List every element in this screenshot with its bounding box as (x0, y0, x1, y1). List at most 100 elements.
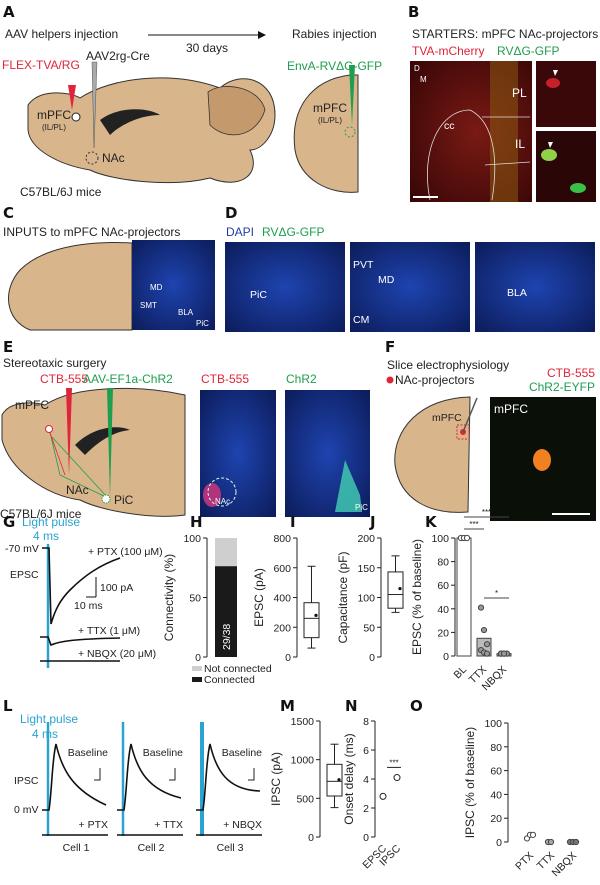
panel-label-d: D (225, 204, 237, 222)
y-tick-label: 6 (363, 745, 369, 757)
chr2-image-label: ChR2 (286, 372, 317, 386)
legend-swatch-connected (192, 677, 202, 682)
f-ctb-label: CTB-555 (547, 366, 595, 380)
panel-b: B STARTERS: mPFC NAc-projectors TVA-mChe… (408, 3, 598, 202)
y-tick-label: 200 (273, 622, 291, 634)
significance-label: *** (482, 508, 491, 517)
panel-c: C INPUTS to mPFC NAc-projectors MD SMT B… (3, 204, 215, 331)
red-dot-icon (386, 376, 394, 384)
panel-label-g: G (3, 513, 15, 531)
data-point (529, 831, 537, 838)
y-axis-label: Connectivity (%) (162, 554, 176, 641)
bar-bl (456, 537, 472, 657)
data-point (483, 641, 491, 648)
panel-label-l: L (3, 697, 13, 715)
cell-label: Cell 1 (63, 842, 90, 854)
coronal-ilpl-label: (IL/PL) (318, 116, 342, 125)
baseline-label: Baseline (143, 747, 183, 759)
y-tick-label: 60 (490, 766, 502, 778)
chr2-expression (335, 460, 362, 512)
y-tick-label: 1000 (291, 755, 315, 767)
enva-label: EnvA-RVΔG-GFP (287, 59, 382, 73)
significance-label: *** (389, 758, 398, 767)
x-tick-label: NBQX (550, 850, 580, 880)
f-mpfc-label: mPFC (432, 412, 462, 424)
drug-label: + TTX (154, 819, 183, 831)
il-label: IL (515, 137, 525, 151)
nac-circle (207, 477, 237, 507)
h-legend: Not connected Connected (192, 663, 272, 686)
ttx-trace (40, 636, 121, 647)
inset-merge-image (536, 131, 596, 202)
box (303, 602, 320, 639)
ipsc-label: IPSC (14, 775, 39, 787)
flex-tva-label: FLEX-TVA/RG (2, 58, 80, 72)
pic-label: PiC (196, 319, 209, 328)
y-tick-label: 2 (363, 803, 369, 815)
nac-label: NAc (102, 151, 125, 165)
md-label: MD (378, 274, 395, 286)
significance-label: *** (469, 520, 478, 529)
g-light-pulse-label: Light pulse (22, 515, 80, 529)
y-tick-label: 4 (363, 774, 369, 786)
cc-outline (427, 109, 496, 201)
md-label: MD (150, 283, 163, 292)
rvdg-label: RVΔG-GFP (497, 44, 559, 58)
ctb-image-label: CTB-555 (201, 372, 249, 386)
inset-red-image (536, 61, 596, 127)
panel-label-b: B (408, 3, 419, 21)
chr2-virus-label: AAV-EF1a-ChR2 (83, 372, 173, 386)
pvt-label: PVT (353, 259, 374, 271)
y-tick-label: 500 (296, 793, 314, 805)
ttx-label: + TTX (1 μM) (78, 625, 140, 637)
tva-label: TVA-mCherry (412, 44, 484, 58)
l-light-pulse-label: Light pulse (20, 712, 78, 726)
d-rvdg-label: RVΔG-GFP (262, 225, 324, 239)
y-tick-label: 100 (183, 533, 201, 545)
ctb-injection-site (203, 483, 221, 507)
g-duration-label: 4 ms (33, 529, 59, 543)
bar-annotation: 29/38 (221, 624, 233, 650)
y-tick-label: 1500 (291, 716, 315, 728)
nac-region-circle (85, 151, 99, 165)
slice-brain-illustration (394, 396, 471, 513)
chr2-needle (107, 388, 113, 497)
data-point (480, 626, 488, 634)
legend-connected: Connected (204, 674, 255, 686)
f-image-mpfc-label: mPFC (494, 402, 528, 416)
mpfc-label: mPFC (37, 108, 71, 122)
starters-title: STARTERS: mPFC NAc-projectors (412, 27, 598, 41)
green-injection-needle (349, 65, 355, 125)
panel-label-a: A (3, 3, 15, 21)
mean-point (337, 778, 341, 782)
d-pic-label: PiC (250, 289, 267, 301)
baseline-trace (42, 743, 107, 811)
y-tick-label: 0 (369, 652, 375, 664)
e-pic-label: PiC (114, 493, 134, 507)
y-axis-label: EPSC (% of baseline) (410, 539, 424, 655)
box (326, 763, 343, 797)
mpfc-cell-icon (71, 112, 81, 122)
ctb-nac-label: NAc (215, 497, 230, 506)
y-axis-label: IPSC (% of baseline) (463, 727, 477, 838)
panel-label-c: C (3, 204, 14, 222)
panel-label-j: J (369, 513, 376, 531)
drug-label: + PTX (79, 819, 108, 831)
panel-a: A AAV helpers injection 30 days Rabies i… (2, 3, 382, 199)
d-bla-label: BLA (507, 287, 527, 299)
y-tick-label: 0 (195, 652, 201, 664)
cm-label: CM (353, 314, 369, 326)
scale-bar (248, 768, 255, 781)
y-tick-label: 100 (431, 533, 449, 545)
mean-point (314, 613, 318, 617)
ctb-label: CTB-555 (40, 372, 88, 386)
ctb-needle (66, 388, 72, 475)
nbqx-label: + NBQX (20 μM) (78, 648, 156, 660)
panel-label-o: O (410, 697, 423, 715)
y-tick-label: 0 (308, 832, 314, 844)
y-tick-label: 40 (437, 604, 449, 616)
scale-bar (94, 768, 101, 781)
y-tick-label: 60 (437, 580, 449, 592)
